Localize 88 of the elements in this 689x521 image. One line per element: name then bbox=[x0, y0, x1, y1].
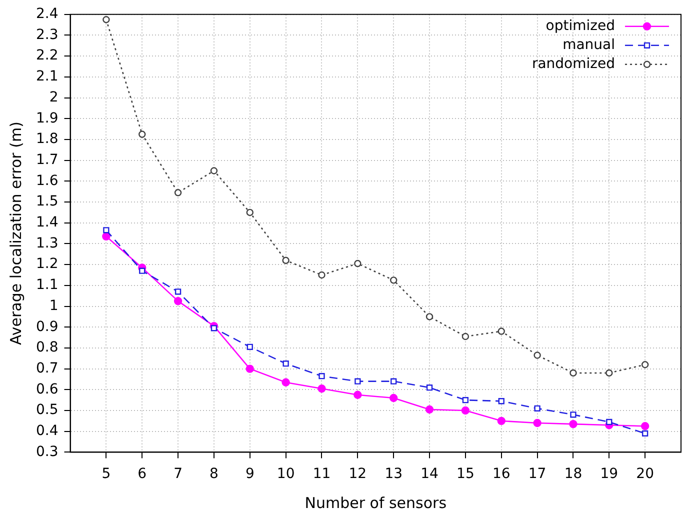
x-tick-label: 11 bbox=[312, 466, 331, 482]
y-tick-label: 1.4 bbox=[36, 214, 58, 231]
point bbox=[390, 378, 397, 384]
point bbox=[318, 384, 326, 393]
point bbox=[174, 296, 182, 306]
point bbox=[498, 328, 505, 335]
point bbox=[174, 189, 182, 196]
x-tick-label: 20 bbox=[636, 466, 654, 482]
point bbox=[246, 208, 254, 216]
point bbox=[606, 369, 613, 377]
x-tick-label: 18 bbox=[564, 466, 582, 482]
x-tick-label: 12 bbox=[348, 466, 367, 482]
y-tick-label: 1.8 bbox=[36, 131, 58, 148]
x-tick-label: 9 bbox=[245, 466, 254, 482]
legend-label: randomized bbox=[532, 56, 615, 72]
y-tick-label: 2.2 bbox=[36, 48, 58, 64]
point bbox=[462, 397, 469, 404]
x-tick-label: 16 bbox=[492, 466, 510, 482]
point bbox=[642, 430, 648, 437]
point bbox=[534, 405, 540, 412]
point bbox=[354, 390, 362, 399]
point bbox=[425, 405, 434, 414]
point bbox=[497, 416, 506, 426]
point bbox=[174, 288, 182, 295]
point bbox=[426, 313, 434, 320]
y-tick-label: 0.7 bbox=[36, 360, 58, 376]
x-axis-title: Number of sensors bbox=[304, 494, 447, 512]
x-tick-label: 7 bbox=[174, 466, 182, 482]
y-tick-label: 1.6 bbox=[36, 172, 58, 189]
x-tick-label: 6 bbox=[138, 466, 147, 482]
y-tick-label: 1.2 bbox=[36, 256, 58, 272]
x-tick-label: 5 bbox=[102, 466, 111, 482]
x-tick-label: 19 bbox=[600, 466, 618, 482]
legend-label: optimized bbox=[546, 18, 615, 34]
point bbox=[246, 344, 253, 350]
y-axis-title: Average localization error (m) bbox=[6, 122, 25, 346]
point bbox=[282, 256, 290, 264]
y-tick-label: 1.5 bbox=[36, 194, 58, 210]
y-tick-label: 0.3 bbox=[36, 444, 58, 460]
point bbox=[102, 16, 110, 24]
x-tick-label: 17 bbox=[528, 466, 546, 482]
point bbox=[498, 398, 504, 404]
y-tick-label: 0.8 bbox=[36, 340, 58, 356]
point bbox=[354, 378, 361, 384]
y-tick-label: 2.3 bbox=[36, 26, 58, 43]
point bbox=[462, 332, 470, 340]
point bbox=[570, 369, 577, 377]
point bbox=[461, 406, 470, 415]
point bbox=[139, 268, 146, 274]
point bbox=[569, 420, 578, 428]
point bbox=[318, 271, 326, 279]
y-tick-label: 1.1 bbox=[36, 277, 58, 294]
y-tick-label: 2.1 bbox=[36, 68, 58, 85]
y-tick-label: 0.9 bbox=[36, 318, 58, 335]
point bbox=[282, 360, 289, 367]
point bbox=[570, 412, 576, 418]
point bbox=[102, 232, 110, 241]
point bbox=[103, 227, 110, 234]
y-tick-label: 0.5 bbox=[36, 402, 58, 418]
point bbox=[354, 260, 362, 268]
point bbox=[533, 418, 542, 428]
point bbox=[282, 378, 290, 386]
y-tick-label: 0.4 bbox=[36, 422, 58, 439]
legend-label: manual bbox=[562, 37, 615, 54]
x-tick-label: 14 bbox=[420, 466, 439, 482]
point bbox=[640, 422, 650, 430]
point bbox=[210, 167, 218, 174]
point bbox=[389, 394, 398, 402]
y-tick-label: 2 bbox=[49, 89, 58, 106]
point bbox=[318, 373, 325, 380]
point bbox=[606, 418, 612, 426]
point bbox=[138, 130, 146, 138]
y-tick-label: 1.9 bbox=[36, 110, 58, 126]
x-tick-label: 10 bbox=[276, 466, 295, 482]
y-tick-label: 1.3 bbox=[36, 235, 58, 252]
point bbox=[246, 364, 254, 373]
point bbox=[210, 325, 218, 332]
point bbox=[534, 352, 541, 359]
x-tick-label: 15 bbox=[456, 466, 474, 482]
point bbox=[426, 384, 433, 391]
y-tick-label: 1.7 bbox=[36, 152, 58, 168]
y-tick-label: 0.6 bbox=[36, 381, 58, 398]
x-tick-label: 13 bbox=[384, 466, 403, 482]
x-tick-label: 8 bbox=[210, 466, 218, 482]
point bbox=[641, 361, 649, 368]
point bbox=[390, 276, 398, 284]
y-tick-label: 1 bbox=[49, 298, 58, 314]
y-tick-label: 2.4 bbox=[36, 6, 58, 22]
